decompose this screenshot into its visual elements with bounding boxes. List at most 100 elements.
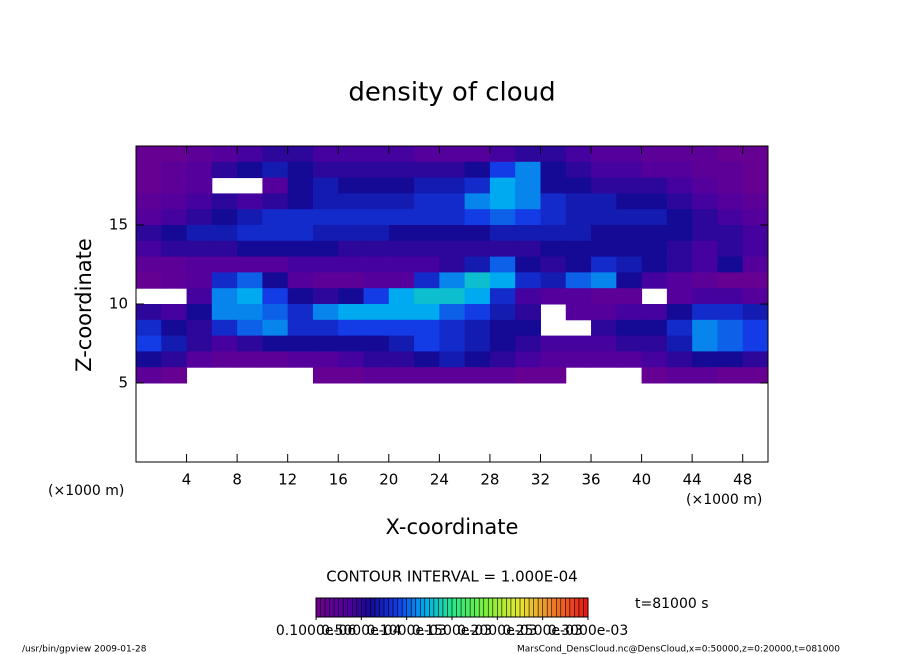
heat-cell: [186, 288, 213, 305]
colorbar-step: [538, 598, 543, 617]
colorbar-step: [479, 598, 485, 617]
heat-cell: [262, 161, 289, 179]
heat-cell: [641, 161, 668, 179]
x-tick-label: 44: [683, 471, 702, 489]
heat-cell: [540, 193, 567, 210]
colorbar-label: 0.5000e-04: [321, 623, 402, 639]
heat-cell: [666, 367, 693, 384]
colorbar-step: [470, 598, 475, 617]
heat-cell: [338, 209, 365, 226]
heat-cell: [641, 272, 668, 289]
heat-cell: [464, 351, 491, 368]
heat-cell: [742, 193, 769, 210]
heat-cell: [312, 177, 339, 194]
colorbar-step: [560, 598, 566, 617]
heat-cell: [186, 225, 213, 242]
heat-cell: [136, 225, 162, 242]
heat-cell: [641, 319, 668, 337]
heat-cell: [211, 193, 238, 210]
colorbar-step: [402, 598, 407, 617]
heat-cell: [136, 209, 162, 226]
heat-cell: [565, 177, 592, 194]
colorbar-step: [488, 598, 494, 617]
heat-cell: [717, 209, 744, 226]
heat-cell: [363, 335, 390, 352]
heat-cell: [439, 319, 466, 337]
heat-cell: [591, 209, 617, 226]
x-tick-label: 4: [182, 471, 192, 489]
colorbar-step: [384, 598, 389, 617]
heat-cell: [388, 256, 415, 273]
heat-cell: [338, 256, 365, 273]
heat-cell: [692, 161, 718, 179]
colorbar-step: [452, 598, 457, 617]
heat-cell: [616, 225, 643, 242]
heat-cell: [666, 256, 693, 273]
heat-cell: [515, 161, 541, 179]
heat-cell: [237, 304, 263, 321]
heat-cell: [565, 335, 592, 352]
colorbar-step: [547, 598, 553, 617]
colorbar-step: [461, 598, 466, 617]
colorbar-step: [533, 598, 539, 617]
heat-cell: [237, 319, 263, 337]
heat-cell: [262, 146, 289, 163]
heat-cell: [515, 304, 541, 321]
heat-cell: [414, 272, 440, 289]
heat-cell: [237, 335, 263, 352]
heat-cell: [489, 304, 516, 321]
heat-cell: [363, 209, 390, 226]
heat-cell: [540, 335, 567, 352]
heat-cell: [540, 177, 567, 194]
heat-cell: [717, 256, 744, 273]
heat-cell: [211, 288, 238, 305]
heat-cell: [287, 335, 314, 352]
heat-cell: [312, 319, 339, 337]
heat-cell: [439, 240, 466, 258]
heat-cell: [338, 367, 365, 384]
heat-cell: [388, 209, 415, 226]
heat-cell: [312, 193, 339, 210]
heat-cell: [717, 351, 744, 368]
colorbar-step: [529, 598, 534, 617]
heat-cell: [338, 177, 365, 194]
heat-cell: [338, 225, 365, 242]
heat-cell: [565, 240, 592, 258]
heat-cell: [338, 240, 365, 258]
heat-cell: [692, 209, 718, 226]
heat-cell: [136, 177, 162, 194]
heat-cell: [464, 335, 491, 352]
heat-cell: [666, 177, 693, 194]
x-tick-label: 12: [278, 471, 297, 489]
heat-cell: [161, 240, 188, 258]
heat-cell: [237, 193, 263, 210]
colorbar-step: [379, 598, 385, 617]
heat-cell: [489, 256, 516, 273]
heat-cell: [489, 351, 516, 368]
x-tick-label: 20: [379, 471, 398, 489]
heat-cell: [338, 146, 365, 163]
colorbar-step: [338, 598, 344, 617]
heat-cell: [616, 209, 643, 226]
heat-cell: [414, 367, 440, 384]
heat-cell: [692, 367, 718, 384]
y-tick-label: 5: [118, 374, 128, 392]
colorbar-step: [374, 598, 380, 617]
x-tick-label: 40: [632, 471, 651, 489]
colorbar-step: [569, 598, 575, 617]
heat-cell: [540, 272, 567, 289]
colorbar-step: [365, 598, 371, 617]
heat-cell: [616, 177, 643, 194]
heat-cell: [161, 177, 188, 194]
heat-cell: [515, 146, 541, 163]
heat-cell: [211, 272, 238, 289]
heat-cell: [742, 161, 769, 179]
heat-cell: [742, 146, 769, 163]
heat-cell: [136, 351, 162, 368]
colorbar-step: [361, 598, 367, 617]
heat-cell: [439, 288, 466, 305]
heat-cell: [287, 256, 314, 273]
heat-cell: [692, 288, 718, 305]
heat-cell: [565, 209, 592, 226]
heat-cell: [616, 288, 643, 305]
